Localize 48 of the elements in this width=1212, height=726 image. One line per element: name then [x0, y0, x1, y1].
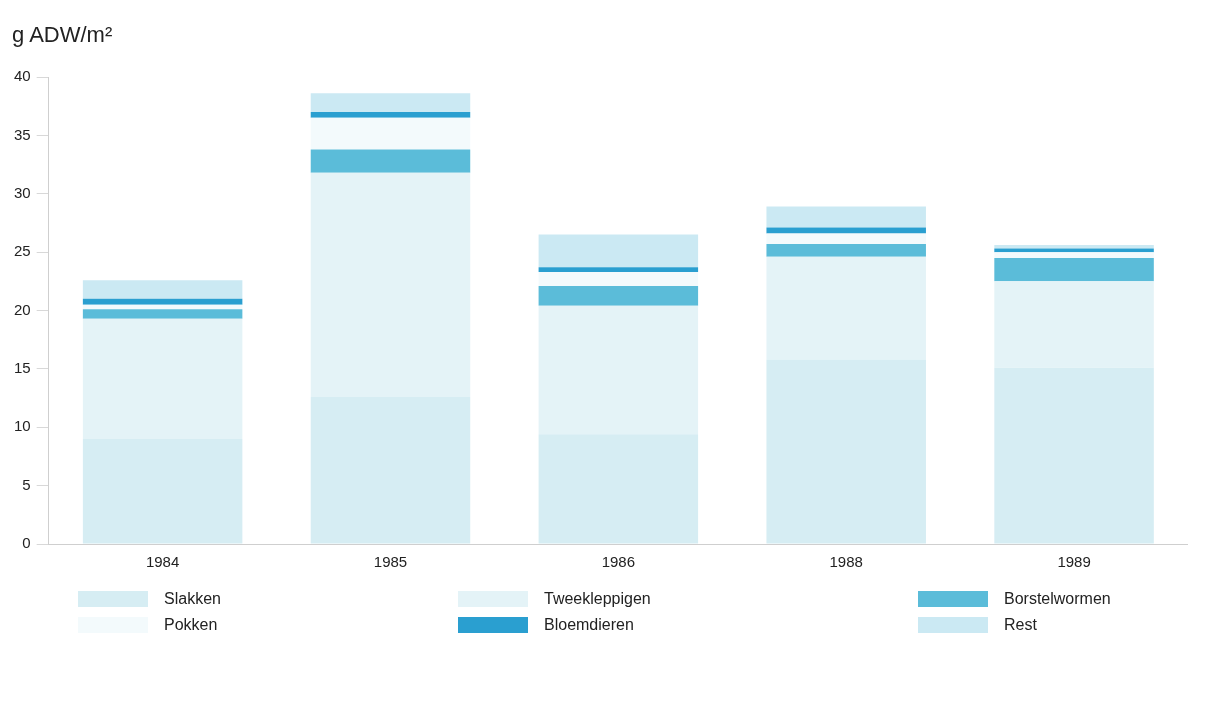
y-axis-title: g ADW/m²: [11, 21, 114, 49]
x-tick-label: 1989: [1057, 553, 1091, 571]
legend-label: Bloemdieren: [544, 616, 634, 634]
x-tick-label: 1988: [829, 553, 863, 571]
bar: [994, 367, 1154, 544]
bar: [82, 280, 243, 299]
bar: [766, 206, 926, 228]
y-tick-label: 5: [22, 475, 31, 493]
x-tick-label: 1985: [373, 553, 408, 571]
y-tick-label: 25: [14, 242, 31, 260]
bar: [538, 305, 699, 435]
bar: [994, 252, 1154, 258]
legend-label: Rest: [1004, 616, 1037, 634]
bar: [310, 149, 471, 173]
bar: [994, 281, 1154, 368]
bar: [994, 245, 1154, 249]
bar: [538, 234, 699, 268]
legend-label: Pokken: [164, 616, 218, 634]
bar: [766, 359, 926, 544]
y-tick-label: 10: [14, 417, 31, 435]
bar: [994, 257, 1154, 282]
legend-label: Tweekleppigen: [544, 590, 651, 608]
bar: [82, 298, 243, 305]
y-tick-label: 20: [14, 300, 31, 318]
bar: [538, 434, 699, 544]
bar: [766, 243, 926, 257]
bar: [538, 271, 699, 286]
bar: [766, 256, 926, 360]
y-tick-label: 15: [14, 359, 31, 377]
bar: [310, 112, 471, 118]
y-tick-label: 40: [14, 67, 31, 85]
bar: [310, 396, 471, 544]
x-tick-label: 1986: [601, 553, 636, 571]
y-tick-label: 30: [14, 183, 31, 201]
bar: [766, 233, 926, 244]
bar: [82, 318, 243, 439]
x-tick-label: 1984: [145, 553, 180, 571]
bar: [310, 93, 471, 113]
y-tick-label: 0: [22, 534, 31, 552]
bar: [82, 438, 243, 544]
y-tick-label: 35: [14, 125, 31, 143]
bar: [310, 117, 471, 150]
legend-label: Borstelwormen: [1004, 590, 1111, 608]
legend-label: Slakken: [164, 590, 221, 608]
bar: [310, 172, 471, 397]
bar: [538, 285, 699, 306]
bar: [82, 309, 243, 319]
bar: [538, 267, 699, 272]
